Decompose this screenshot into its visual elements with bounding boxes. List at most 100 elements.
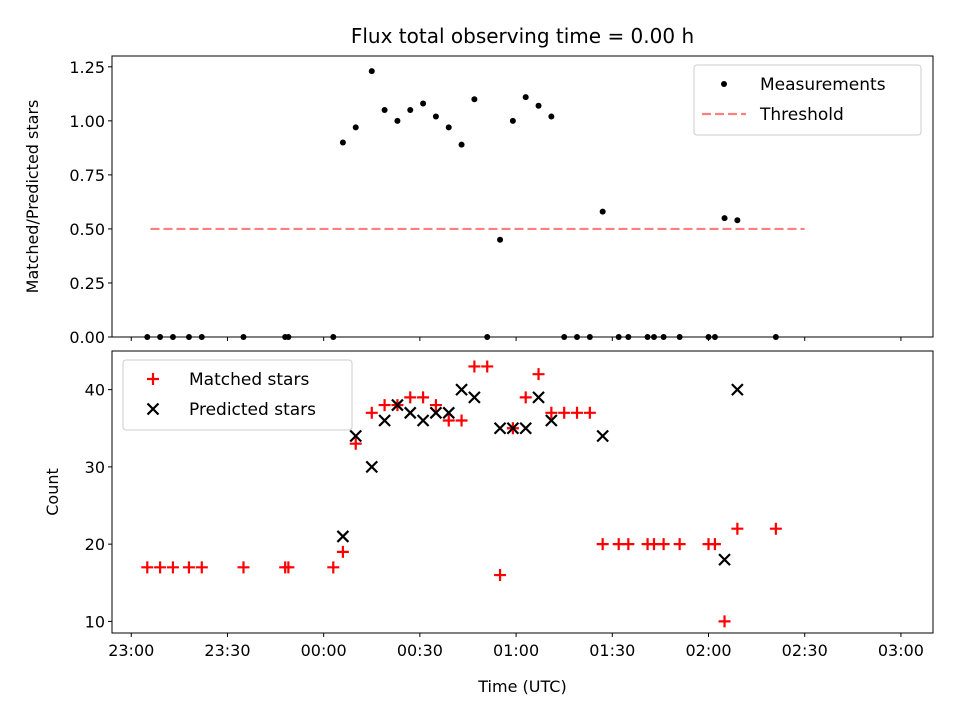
measurement-point bbox=[458, 141, 465, 148]
measurement-point bbox=[381, 107, 388, 114]
panel-1-frame bbox=[111, 55, 934, 338]
matched-star-point bbox=[731, 522, 744, 535]
panel-1-ytick-label: 0.50 bbox=[69, 220, 105, 239]
predicted-star-point bbox=[349, 429, 363, 443]
measurement-point bbox=[185, 334, 192, 340]
measurement-point bbox=[144, 334, 151, 340]
measurement-point bbox=[420, 100, 427, 107]
legend-measurement-swatch bbox=[721, 81, 727, 87]
matched-star-point bbox=[417, 391, 430, 404]
matched-star-point bbox=[327, 561, 340, 574]
measurement-point bbox=[240, 334, 247, 340]
matched-star-point bbox=[622, 538, 635, 551]
panel-2-frame bbox=[111, 350, 934, 634]
matched-star-point bbox=[349, 437, 362, 450]
legend-predicted-swatch bbox=[146, 402, 160, 416]
panel-2-legend-box bbox=[122, 359, 353, 431]
x-tick-label: 03:00 bbox=[878, 641, 924, 660]
measurement-point bbox=[497, 236, 504, 243]
measurement-point bbox=[561, 334, 568, 340]
panel-2-y-axis-label: Count bbox=[43, 468, 62, 516]
panel-2-ytick-label: 40 bbox=[85, 381, 105, 400]
matched-star-point bbox=[429, 399, 442, 412]
measurement-point bbox=[650, 334, 657, 340]
measurement-point bbox=[484, 334, 491, 340]
matched-star-point bbox=[571, 406, 584, 419]
panel-1-marks bbox=[144, 68, 805, 340]
matched-star-point bbox=[558, 406, 571, 419]
measurement-point bbox=[339, 139, 346, 146]
matched-star-point bbox=[545, 406, 558, 419]
predicted-star-point bbox=[416, 414, 430, 427]
measurement-point bbox=[407, 107, 414, 114]
x-tick-label: 01:30 bbox=[589, 641, 635, 660]
matched-star-point bbox=[481, 360, 494, 373]
x-tick-label: 00:30 bbox=[397, 641, 443, 660]
panel-1-ytick-label: 0.25 bbox=[69, 274, 105, 293]
panel-1-y-axis-label: Matched/Predicted stars bbox=[23, 100, 42, 294]
measurement-point bbox=[471, 96, 478, 103]
panel-1-ytick-label: 1.25 bbox=[69, 58, 105, 77]
measurement-point bbox=[734, 217, 741, 224]
measurement-point bbox=[509, 117, 516, 124]
measurement-point bbox=[586, 334, 593, 340]
measurement-point bbox=[644, 334, 651, 340]
matched-star-point bbox=[182, 561, 195, 574]
matched-star-point bbox=[673, 538, 686, 551]
measurement-point bbox=[711, 334, 718, 340]
matched-star-point bbox=[657, 538, 670, 551]
measurement-point bbox=[548, 113, 555, 120]
measurement-point bbox=[535, 102, 542, 109]
panel-2-marks bbox=[141, 360, 782, 628]
measurement-point bbox=[625, 334, 632, 340]
x-axis-label: Time (UTC) bbox=[477, 677, 566, 696]
matched-star-point bbox=[596, 538, 609, 551]
legend-label: Matched stars bbox=[189, 370, 309, 390]
panel-2-ytick-label: 30 bbox=[85, 458, 105, 477]
panel-1-ytick-label: 0.75 bbox=[69, 166, 105, 185]
measurement-point bbox=[285, 334, 292, 340]
measurement-point bbox=[198, 334, 205, 340]
matched-star-point bbox=[195, 561, 208, 574]
measurement-point bbox=[599, 208, 606, 215]
matched-star-point bbox=[455, 414, 468, 427]
predicted-star-point bbox=[442, 406, 456, 420]
legend-label: Threshold bbox=[759, 105, 844, 125]
matched-star-point bbox=[532, 368, 545, 381]
matched-star-point bbox=[336, 545, 349, 558]
matched-star-point bbox=[378, 399, 391, 412]
predicted-star-point bbox=[506, 421, 520, 435]
predicted-star-point bbox=[545, 414, 558, 427]
matched-star-point bbox=[583, 406, 596, 419]
measurement-point bbox=[157, 334, 164, 340]
x-tick-label: 23:00 bbox=[108, 641, 154, 660]
matched-star-point bbox=[404, 391, 417, 404]
measurement-point bbox=[705, 334, 712, 340]
predicted-star-point bbox=[731, 383, 744, 396]
matched-star-point bbox=[141, 561, 154, 574]
matched-star-point bbox=[365, 406, 378, 419]
measurement-point bbox=[445, 124, 452, 131]
measurement-point bbox=[522, 94, 529, 101]
x-tick-label: 01:00 bbox=[493, 641, 539, 660]
matched-star-point bbox=[769, 522, 782, 535]
predicted-star-point bbox=[718, 553, 731, 566]
predicted-star-point bbox=[378, 414, 391, 427]
matched-star-point bbox=[237, 561, 250, 574]
predicted-star-point bbox=[391, 398, 404, 412]
chart-title: Flux total observing time = 0.00 h bbox=[351, 24, 694, 48]
matched-star-point bbox=[154, 561, 167, 574]
predicted-star-point bbox=[455, 383, 468, 396]
panel-1-ytick-label: 1.00 bbox=[69, 112, 105, 131]
measurement-point bbox=[660, 334, 667, 340]
x-tick-label: 00:00 bbox=[301, 641, 347, 660]
legend-label: Predicted stars bbox=[189, 400, 316, 420]
measurement-point bbox=[721, 215, 728, 222]
matched-star-point bbox=[519, 391, 532, 404]
predicted-star-point bbox=[519, 421, 532, 435]
measurement-point bbox=[615, 334, 622, 340]
measurement-point bbox=[772, 334, 779, 340]
matched-star-point bbox=[442, 414, 455, 427]
measurement-point bbox=[352, 124, 359, 131]
